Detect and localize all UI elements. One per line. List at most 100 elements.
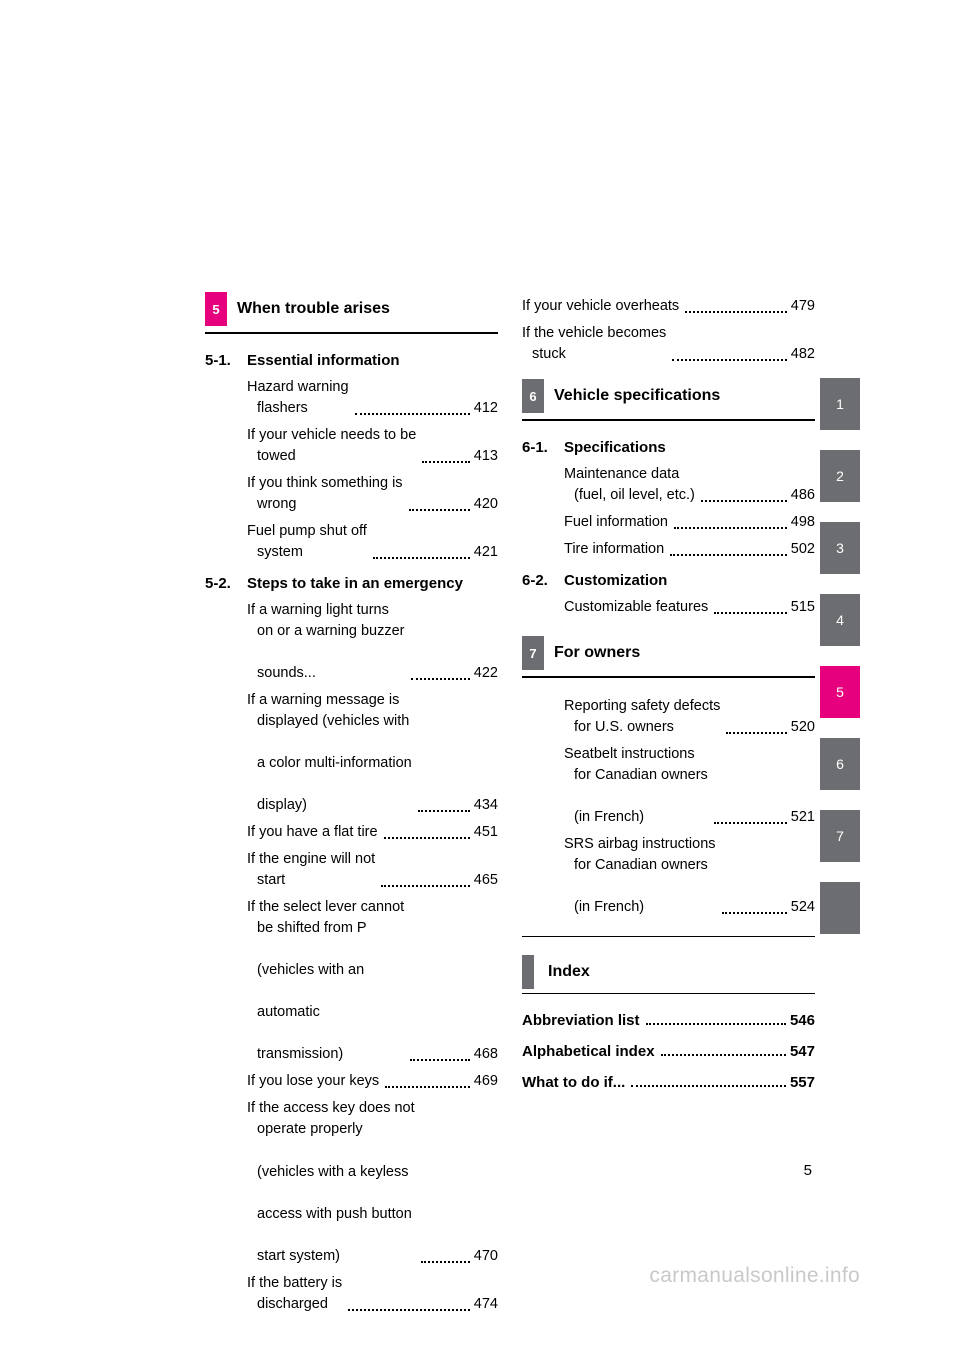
side-tab-4[interactable]: 4 [820, 594, 860, 646]
toc-entry-text: If the access key does notoperate proper… [247, 1098, 415, 1266]
section-number: 5-2. [205, 575, 247, 592]
index-entry-page: 546 [790, 1012, 815, 1029]
leader-dots [348, 1309, 470, 1311]
section-title: Specifications [564, 439, 815, 456]
toc-entry-text: If a warning light turnson or a warning … [247, 600, 405, 684]
toc-entry: If a warning message isdisplayed (vehicl… [247, 690, 498, 816]
leader-dots [631, 1085, 786, 1087]
index-header: Index [522, 955, 815, 989]
toc-entry-page: 420 [474, 494, 498, 515]
side-tab-3[interactable]: 3 [820, 522, 860, 574]
toc-entry-text: SRS airbag instructionsfor Canadian owne… [564, 834, 716, 918]
side-tabs: 1 2 3 4 5 6 7 [820, 378, 860, 954]
toc-entry: If the select lever cannotbe shifted fro… [247, 897, 498, 1065]
leader-dots [422, 461, 470, 463]
toc-entry: If you think something iswrong 420 [247, 473, 498, 515]
chapter-6-title: Vehicle specifications [544, 387, 815, 405]
two-columns: 5 When trouble arises 5-1.Essential info… [205, 292, 815, 1321]
toc-entry-page: 470 [474, 1246, 498, 1267]
toc-entry-text: If the select lever cannotbe shifted fro… [247, 897, 404, 1065]
index-entry-text: Abbreviation list [522, 1012, 640, 1029]
side-tab-2[interactable]: 2 [820, 450, 860, 502]
toc-entry-text: Tire information [564, 539, 664, 560]
toc-entry-text: If your vehicle needs to betowed [247, 425, 416, 467]
index-entry-page: 547 [790, 1043, 815, 1060]
leader-dots [701, 500, 787, 502]
leader-dots [661, 1054, 786, 1056]
toc-entry-text: Fuel pump shut offsystem [247, 521, 367, 563]
side-tab-blank[interactable] [820, 882, 860, 934]
toc-entry: Fuel information498 [564, 512, 815, 533]
chapter-5-header: 5 When trouble arises [205, 292, 498, 326]
toc-entry-text: If the vehicle becomesstuck [522, 323, 666, 365]
toc-entry: If the engine will notstart465 [247, 849, 498, 891]
toc-entry-page: 474 [474, 1294, 498, 1315]
toc-entry-text: Fuel information [564, 512, 668, 533]
chapter-6-rule [522, 419, 815, 421]
index-title: Index [534, 963, 590, 981]
section-entries: Customizable features 515 [522, 597, 815, 618]
section-entries: If a warning light turnson or a warning … [205, 600, 498, 1315]
leader-dots [421, 1261, 470, 1263]
toc-entry-page: 468 [474, 1044, 498, 1065]
index-stub [522, 955, 534, 989]
toc-entry-page: 502 [791, 539, 815, 560]
leader-dots [373, 557, 470, 559]
toc-entry-text: If you lose your keys [247, 1071, 379, 1092]
toc-entry: If your vehicle needs to betowed413 [247, 425, 498, 467]
index-rule-top [522, 936, 815, 937]
leader-dots [670, 554, 787, 556]
toc-entry-text: Customizable features [564, 597, 708, 618]
toc-entry-page: 422 [474, 663, 498, 684]
toc-entry-page: 412 [474, 398, 498, 419]
leader-dots [726, 732, 786, 734]
leader-dots [410, 1059, 470, 1061]
section-heading: 6-2.Customization [522, 572, 815, 589]
chapter-7-rule [522, 676, 815, 678]
side-tab-6[interactable]: 6 [820, 738, 860, 790]
toc-entry: Hazard warningflashers 412 [247, 377, 498, 419]
toc-entry-page: 421 [474, 542, 498, 563]
toc-entry-page: 486 [791, 485, 815, 506]
toc-entry: If you have a flat tire 451 [247, 822, 498, 843]
toc-entry: Fuel pump shut offsystem 421 [247, 521, 498, 563]
side-tab-5[interactable]: 5 [820, 666, 860, 718]
toc-entry-page: 515 [791, 597, 815, 618]
section-heading: 6-1.Specifications [522, 439, 815, 456]
toc-entry-text: If the engine will notstart [247, 849, 375, 891]
toc-entry-page: 482 [791, 344, 815, 365]
index-entry: What to do if...557 [522, 1074, 815, 1091]
toc-entry-text: Hazard warningflashers [247, 377, 349, 419]
leader-dots [722, 912, 787, 914]
toc-entry-page: 434 [474, 795, 498, 816]
index-entry: Alphabetical index 547 [522, 1043, 815, 1060]
right-column: If your vehicle overheats479 If the vehic… [522, 292, 815, 1321]
toc-entry: SRS airbag instructionsfor Canadian owne… [564, 834, 815, 918]
leader-dots [674, 527, 787, 529]
toc-entry-page: 520 [791, 717, 815, 738]
leader-dots [646, 1023, 786, 1025]
toc-entry: Customizable features 515 [564, 597, 815, 618]
chapter-7-header: 7 For owners [522, 636, 815, 670]
toc-entry-page: 521 [791, 807, 815, 828]
toc-entry-page: 479 [791, 296, 815, 317]
side-tab-7[interactable]: 7 [820, 810, 860, 862]
toc-entry-page: 451 [474, 822, 498, 843]
watermark: carmanualsonline.info [649, 1264, 860, 1288]
toc-entry-text: If you think something iswrong [247, 473, 403, 515]
toc-entry: If your vehicle overheats479 [522, 296, 815, 317]
side-tab-1[interactable]: 1 [820, 378, 860, 430]
toc-entry-text: Reporting safety defectsfor U.S. owners [564, 696, 720, 738]
leader-dots [418, 810, 470, 812]
leader-dots [384, 837, 470, 839]
toc-entry: Tire information 502 [564, 539, 815, 560]
index-entry-text: Alphabetical index [522, 1043, 655, 1060]
section-heading: 5-1.Essential information [205, 352, 498, 369]
toc-entry: If a warning light turnson or a warning … [247, 600, 498, 684]
toc-entry: Reporting safety defectsfor U.S. owners 5… [564, 696, 815, 738]
section-title: Essential information [247, 352, 498, 369]
toc-entry-text: If you have a flat tire [247, 822, 378, 843]
chapter-6-header: 6 Vehicle specifications [522, 379, 815, 413]
toc-entry-page: 524 [791, 897, 815, 918]
toc-entry-page: 469 [474, 1071, 498, 1092]
